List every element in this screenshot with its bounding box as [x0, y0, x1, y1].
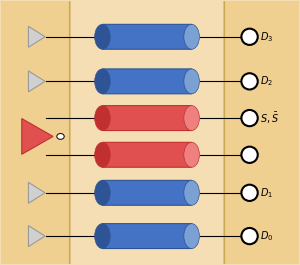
Polygon shape	[28, 71, 45, 92]
Ellipse shape	[184, 69, 200, 94]
Ellipse shape	[95, 180, 110, 205]
Text: $D_3$: $D_3$	[260, 30, 273, 44]
Text: $D_2$: $D_2$	[260, 74, 273, 88]
Text: $S,\bar{S}$: $S,\bar{S}$	[260, 111, 279, 126]
FancyBboxPatch shape	[102, 142, 192, 167]
Ellipse shape	[242, 110, 258, 126]
FancyBboxPatch shape	[102, 180, 192, 205]
Ellipse shape	[95, 69, 110, 94]
FancyBboxPatch shape	[102, 106, 192, 131]
FancyBboxPatch shape	[224, 0, 300, 265]
Ellipse shape	[184, 106, 200, 131]
Ellipse shape	[242, 73, 258, 90]
Ellipse shape	[242, 185, 258, 201]
Ellipse shape	[57, 134, 64, 139]
FancyBboxPatch shape	[102, 69, 192, 94]
Polygon shape	[22, 118, 53, 154]
Polygon shape	[28, 182, 45, 203]
FancyBboxPatch shape	[102, 24, 192, 49]
Ellipse shape	[95, 142, 110, 167]
Ellipse shape	[184, 24, 200, 49]
Ellipse shape	[242, 228, 258, 244]
Ellipse shape	[184, 142, 200, 167]
Ellipse shape	[95, 24, 110, 49]
Text: $D_0$: $D_0$	[260, 229, 273, 243]
Ellipse shape	[95, 224, 110, 249]
Ellipse shape	[184, 180, 200, 205]
Ellipse shape	[242, 147, 258, 163]
Ellipse shape	[95, 106, 110, 131]
Polygon shape	[28, 226, 45, 246]
Text: $D_1$: $D_1$	[260, 186, 273, 200]
Ellipse shape	[242, 29, 258, 45]
Ellipse shape	[184, 224, 200, 249]
FancyBboxPatch shape	[102, 224, 192, 249]
FancyBboxPatch shape	[0, 0, 70, 265]
Polygon shape	[28, 26, 45, 47]
